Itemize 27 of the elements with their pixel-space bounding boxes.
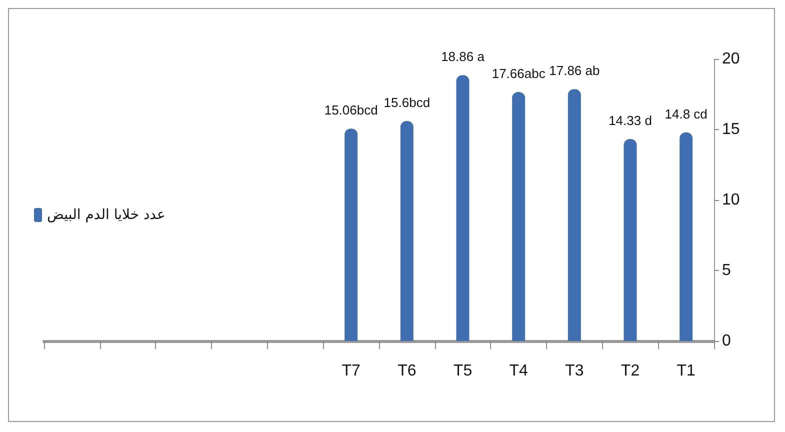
bar	[400, 121, 414, 341]
data-label: 18.86 a	[441, 49, 486, 64]
y-tick-label: 20	[722, 50, 740, 68]
data-label: 17.66abc	[492, 66, 546, 81]
data-label: 17.86 ab	[549, 63, 600, 78]
y-tick-label: 0	[722, 332, 731, 350]
x-tick-label: T1	[676, 362, 696, 380]
bar	[512, 92, 526, 341]
bar	[344, 128, 358, 341]
data-label: 14.8 cd	[664, 106, 708, 122]
data-label: 15.6bcd	[384, 95, 430, 110]
x-tick-label: T4	[509, 362, 528, 380]
legend-label: عدد خلايا الدم البيض	[47, 207, 166, 223]
x-tick-label: T7	[342, 362, 361, 380]
bar	[568, 89, 581, 341]
data-label: 14.33 d	[608, 112, 652, 128]
bar	[680, 132, 693, 341]
y-tick-label: 15	[722, 121, 740, 138]
x-tick-label: T3	[565, 362, 584, 380]
data-label: 15.06bcd	[324, 102, 378, 118]
x-tick-label: T5	[453, 362, 472, 380]
y-tick-label: 5	[722, 262, 731, 279]
y-tick-label: 10	[722, 192, 740, 208]
x-tick-label: T2	[620, 362, 640, 380]
x-tick-label: T6	[398, 362, 416, 380]
bar	[624, 138, 637, 341]
bar	[456, 75, 470, 341]
